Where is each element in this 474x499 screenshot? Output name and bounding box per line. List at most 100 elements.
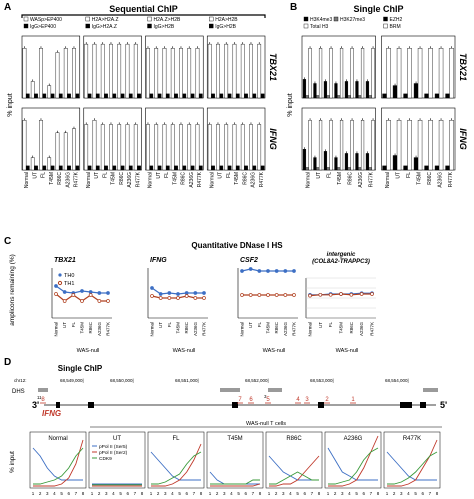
bar xyxy=(120,93,125,99)
legend-label: pPol II (Ser2) xyxy=(99,450,128,456)
bar xyxy=(396,120,402,171)
tick-label: 2 xyxy=(39,491,42,496)
tick-label: 7 xyxy=(252,491,255,496)
bar xyxy=(198,93,203,99)
bar xyxy=(257,43,262,99)
series-line xyxy=(269,455,320,487)
bar xyxy=(187,124,192,171)
exon-block xyxy=(400,402,412,408)
track-position: 68,551,000| xyxy=(175,378,199,383)
tick-label: Normal xyxy=(308,322,313,337)
data-point xyxy=(193,291,198,295)
bar xyxy=(445,93,450,99)
exon-block xyxy=(318,402,324,408)
bar xyxy=(350,120,354,171)
data-point xyxy=(248,267,253,271)
tick-label: UT xyxy=(318,322,323,328)
tick-label: R477K xyxy=(368,171,374,187)
series-line xyxy=(387,439,438,487)
tick-label: R86C xyxy=(347,172,353,185)
bar xyxy=(182,93,187,99)
track-position: 68,553,000| xyxy=(310,378,334,383)
tick-label: 2 xyxy=(334,491,337,496)
bar xyxy=(403,165,408,171)
tick-label: Normal xyxy=(148,172,154,188)
panel-letter: D xyxy=(4,357,11,368)
bar xyxy=(365,153,370,171)
tick-label: R477K xyxy=(370,322,375,336)
bar xyxy=(386,120,391,171)
legend-swatch xyxy=(303,23,309,29)
bar xyxy=(137,93,141,99)
line-panel-frame xyxy=(265,431,323,489)
bar xyxy=(323,151,328,171)
bar xyxy=(72,48,76,99)
bar xyxy=(252,165,257,171)
track-position: 68,550,000| xyxy=(110,378,134,383)
bar xyxy=(368,95,372,99)
bar xyxy=(424,165,429,171)
tick-label: 3 xyxy=(164,491,167,496)
bar xyxy=(334,157,338,171)
data-point xyxy=(80,299,84,303)
bar xyxy=(174,165,178,171)
bar xyxy=(100,124,105,171)
bar xyxy=(249,124,253,171)
series-line xyxy=(151,443,202,487)
bar xyxy=(219,93,224,99)
panel-subtitle: R477K xyxy=(403,436,421,442)
bar xyxy=(63,132,68,171)
tick-label: R477K xyxy=(259,171,265,187)
subplot-title: CSF2 xyxy=(240,257,258,264)
bar xyxy=(87,165,92,171)
bar xyxy=(302,149,307,171)
bar-group-frame xyxy=(301,35,376,99)
data-point xyxy=(88,293,93,297)
series-line xyxy=(327,447,378,481)
tick-label: R477K xyxy=(135,171,141,187)
tick-label: T45M xyxy=(416,172,422,185)
subplot-title: TBX21 xyxy=(54,257,76,264)
legend-swatch xyxy=(383,16,388,22)
dhs-number: 6 xyxy=(249,397,253,403)
exon-block xyxy=(56,402,60,408)
tick-label: 5 xyxy=(119,491,122,496)
tick-label: R477K xyxy=(448,171,454,187)
tick-label: 7 xyxy=(429,491,432,496)
bar xyxy=(75,93,80,99)
tick-label: Normal xyxy=(86,172,92,188)
bar xyxy=(244,165,248,171)
bar xyxy=(22,48,27,99)
data-point xyxy=(283,293,288,297)
bar xyxy=(165,165,170,171)
data-point xyxy=(71,293,76,297)
tick-label: A236G xyxy=(189,172,195,188)
bar xyxy=(360,48,365,99)
bar xyxy=(187,48,192,99)
data-point xyxy=(266,269,270,273)
tick-label: A236G xyxy=(358,172,364,188)
tick-label: 4 xyxy=(112,491,115,496)
legend-label: H2A.Z>H2B xyxy=(154,17,181,23)
track-marker: 11 xyxy=(37,395,42,400)
tick-label: 5 xyxy=(237,491,240,496)
x-axis-label: WAS-null xyxy=(173,348,196,354)
bar xyxy=(344,153,349,171)
tick-label: R86C xyxy=(274,321,279,333)
dhs-number: 2 xyxy=(325,397,329,403)
dhs-number: 3 xyxy=(305,397,309,403)
bar xyxy=(39,120,43,171)
legend-label: H3K4me3 xyxy=(310,17,332,23)
legend-label: CDK9 xyxy=(99,456,112,462)
bar xyxy=(308,48,312,99)
bar xyxy=(316,95,320,99)
tick-label: 6 xyxy=(126,491,129,496)
bar xyxy=(232,124,237,171)
bar xyxy=(249,43,253,99)
data-point xyxy=(106,291,110,295)
tick-label: R477K xyxy=(74,171,80,187)
bar xyxy=(260,93,265,99)
bar xyxy=(358,167,362,171)
line-panel-frame xyxy=(29,431,87,489)
bar xyxy=(240,124,245,171)
